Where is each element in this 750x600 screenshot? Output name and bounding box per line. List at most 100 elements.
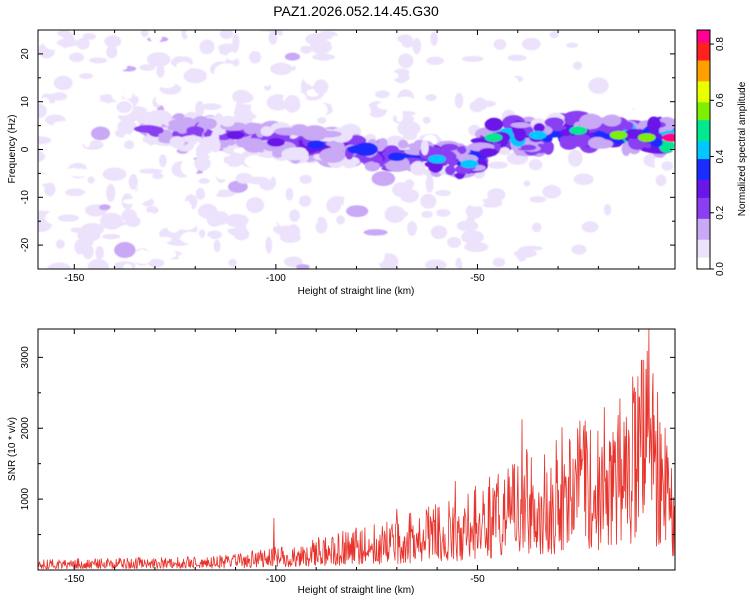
snr-ytick-label: 3000: [20, 346, 31, 369]
spectrogram-noise-cell: [201, 103, 222, 111]
colorbar-step: [697, 248, 710, 252]
spectrogram-noise-cell: [133, 250, 153, 264]
spectrogram-noise-cell: [613, 180, 620, 192]
spectrogram-noise-cell: [207, 152, 231, 158]
spectrogram-noise-cell: [422, 116, 431, 124]
colorbar-step: [697, 68, 710, 73]
colorbar-step: [697, 113, 710, 118]
spectrogram-noise-cell: [198, 229, 206, 239]
spectrogram-noise-cell: [128, 174, 138, 190]
colorbar-step: [697, 212, 710, 216]
colorbar-step: [697, 83, 710, 88]
spectrogram-noise-cell: [357, 179, 365, 197]
spectrogram-noise-cell: [180, 231, 201, 245]
colorbar-step: [697, 215, 710, 219]
colorbar-step: [697, 224, 710, 228]
spectrogram-noise-cell: [206, 73, 227, 80]
spectrogram-noise-cell: [249, 69, 272, 78]
spectrogram-noise-cell: [212, 211, 229, 226]
colorbar-step: [697, 236, 710, 240]
spectrogram-noise-cell: [434, 94, 454, 109]
spectrogram-ridge-cell: [520, 144, 537, 151]
spectrogram-noise-cell: [408, 66, 426, 82]
spectrogram-noise-cell: [244, 74, 252, 84]
spectrogram-noise-cell: [116, 186, 141, 201]
spectrogram-ridge-cell: [533, 123, 545, 133]
spectrogram-noise-cell: [158, 212, 171, 226]
snr-xtick-label: -50: [470, 574, 485, 585]
spectrogram-noise-cell: [155, 93, 169, 106]
spectrogram-noise-cell: [275, 225, 300, 237]
spectrogram-noise-cell: [457, 44, 465, 55]
spectrogram-noise-cell: [244, 155, 266, 168]
colorbar-tick-label: 0.8: [715, 37, 726, 51]
colorbar-step: [697, 185, 710, 189]
colorbar-step: [697, 41, 710, 46]
spectrogram-noise-cell: [38, 103, 47, 119]
spectrogram-noise-cell: [376, 101, 399, 110]
colorbar-step: [697, 50, 710, 55]
spectrogram-noise-cell: [661, 161, 674, 171]
colorbar-step: [697, 62, 710, 67]
spectrogram-noise-cell: [337, 165, 351, 183]
spectrogram-noise-cell: [40, 97, 50, 105]
spectrogram-xtick-label: -100: [266, 273, 286, 284]
spectrogram-noise-cell: [65, 188, 86, 197]
colorbar-step: [697, 80, 710, 85]
colorbar-step: [697, 35, 710, 40]
spectrogram-ridge-peak: [226, 130, 245, 140]
colorbar-step: [697, 182, 710, 186]
spectrogram-noise-cell: [448, 190, 471, 199]
colorbar-step: [697, 116, 710, 121]
spectrogram-noise-cell: [615, 164, 628, 177]
spectrogram-noise-cell: [470, 108, 490, 123]
spectrogram-noise-cell: [655, 174, 667, 187]
spectrogram-noise-cell: [631, 202, 642, 218]
spectrogram-noise-cell: [357, 44, 377, 52]
spectrogram-noise-cell: [350, 47, 360, 57]
spectrogram-noise-cell: [529, 196, 547, 203]
spectrogram-noise-cell: [38, 151, 46, 162]
spectrogram-noise-cell: [542, 185, 562, 199]
spectrogram-noise-cell: [330, 35, 340, 49]
spectrogram-ridge-cell: [579, 113, 603, 130]
spectrogram-noise-cell: [573, 173, 594, 186]
spectrogram-noise-cell: [246, 197, 265, 213]
spectrogram-noise-cell: [648, 219, 663, 232]
spectrogram-noise-cell: [371, 171, 396, 187]
spectrogram-noise-cell: [523, 180, 531, 187]
spectrogram-noise-cell: [109, 143, 119, 158]
spectrogram-noise-cell: [469, 100, 485, 113]
spectrogram-noise-cell: [436, 122, 456, 140]
colorbar-step: [697, 167, 710, 172]
spectrogram-noise-cell: [606, 249, 617, 260]
spectrogram-ridge-peak: [484, 133, 503, 142]
spectrogram-noise-cell: [121, 30, 138, 36]
spectrogram-noise-cell: [403, 131, 418, 141]
spectrogram-noise-cell: [184, 80, 205, 91]
spectrogram-noise-cell: [567, 149, 583, 167]
spectrogram-noise-cell: [70, 135, 95, 143]
spectrogram-noise-cell: [181, 200, 192, 218]
spectrogram-noise-cell: [104, 35, 122, 48]
spectrogram-noise-cell: [202, 236, 213, 252]
colorbar: 0.0 0.2 0.4 0.6 0.8 Normalized spectral ampl…: [696, 29, 748, 276]
spectrogram-noise-cell: [117, 154, 131, 165]
spectrogram-noise-cell: [265, 236, 273, 254]
spectrogram-noise-cell: [581, 221, 599, 233]
spectrogram-noise-cell: [430, 31, 438, 46]
spectrogram-noise-cell: [268, 30, 278, 45]
spectrogram-noise-cell: [653, 73, 664, 79]
spectrogram-noise-cell: [176, 46, 192, 57]
colorbar-step: [697, 71, 710, 76]
spectrogram-ridge-cell: [602, 114, 622, 127]
colorbar-step: [697, 137, 710, 142]
spectrogram-noise-cell: [645, 48, 656, 58]
spectrogram-noise-cell: [194, 156, 211, 171]
snr-xtick-label: -100: [266, 574, 286, 585]
spectrogram-ridge-peak: [529, 130, 547, 140]
colorbar-step: [697, 101, 710, 106]
spectrogram-noise-cell: [465, 204, 483, 219]
